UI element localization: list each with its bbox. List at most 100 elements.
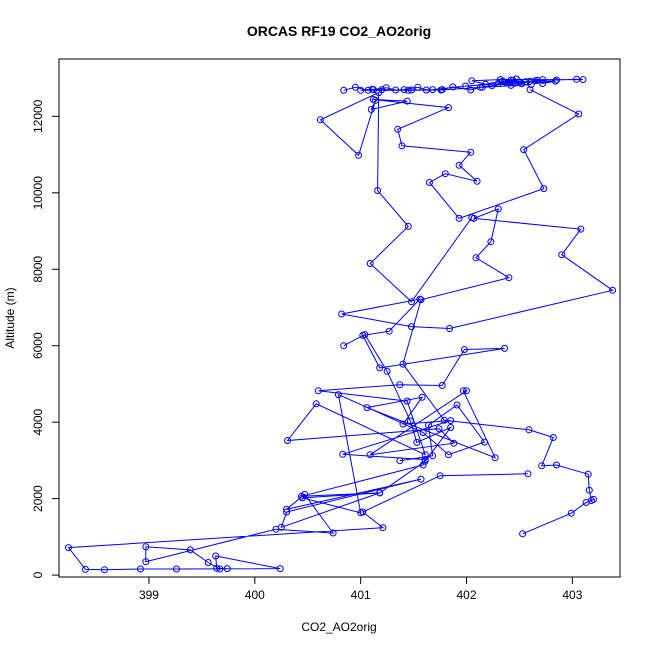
data-point <box>357 86 365 94</box>
data-point <box>363 404 371 412</box>
data-point <box>527 81 535 89</box>
data-point <box>82 565 89 573</box>
y-axis-label: Altitude (m) <box>3 287 17 348</box>
data-point <box>455 161 463 169</box>
data-point <box>487 238 495 246</box>
data-point <box>376 364 384 372</box>
data-point <box>173 565 180 573</box>
data-point <box>488 82 496 90</box>
data-point <box>366 260 374 267</box>
data-point <box>468 77 476 85</box>
data-point <box>441 170 449 178</box>
data-point <box>525 426 533 434</box>
data-point <box>468 214 476 222</box>
data-point <box>455 214 463 222</box>
data-point <box>445 104 452 112</box>
data-point <box>518 80 526 88</box>
data-point <box>101 566 108 574</box>
data-point <box>526 86 534 94</box>
data-point <box>585 486 593 494</box>
data-point <box>400 86 408 94</box>
data-point <box>382 84 390 92</box>
data-point <box>587 497 595 504</box>
data-point <box>416 295 424 303</box>
data-point <box>507 81 515 89</box>
data-point <box>445 451 452 459</box>
data-point <box>408 323 415 331</box>
series-line <box>319 89 580 303</box>
data-point <box>522 78 530 86</box>
data-point <box>424 421 432 429</box>
y-tick-label: 2000 <box>31 485 45 512</box>
y-tick-label: 10000 <box>31 176 45 210</box>
data-point <box>553 461 560 469</box>
plot-frame <box>58 58 621 578</box>
data-point <box>526 77 534 85</box>
data-point <box>453 401 461 409</box>
data-point <box>567 509 575 517</box>
data-point <box>414 83 422 91</box>
data-point <box>276 565 284 573</box>
data-point <box>460 346 468 353</box>
x-tick-label: 402 <box>457 588 477 602</box>
data-point <box>505 274 513 282</box>
data-point <box>204 559 212 566</box>
data-point <box>374 187 382 194</box>
data-point <box>417 475 425 483</box>
data-point <box>449 83 457 91</box>
x-axis-label: CO2_AO2orig <box>301 620 376 634</box>
data-point <box>501 78 509 86</box>
x-tick-label: 400 <box>245 588 265 602</box>
data-point <box>372 96 379 104</box>
data-point <box>398 142 406 150</box>
data-point <box>494 205 502 213</box>
data-point <box>392 86 400 94</box>
data-point <box>459 387 467 395</box>
data-point <box>396 457 404 465</box>
data-point <box>494 80 502 87</box>
data-point <box>512 75 520 83</box>
data-point <box>316 116 324 124</box>
series-line <box>67 208 614 571</box>
data-point <box>364 86 372 94</box>
data-point <box>314 387 322 395</box>
data-point <box>338 310 346 318</box>
data-point <box>472 254 480 262</box>
data-point <box>212 552 220 560</box>
data-point <box>429 86 437 94</box>
data-point <box>355 151 363 159</box>
data-point <box>463 387 470 395</box>
data-point <box>519 530 527 538</box>
data-point <box>551 77 559 85</box>
data-point <box>539 76 547 84</box>
data-point <box>351 83 359 91</box>
data-point <box>312 400 320 408</box>
data-point <box>584 470 592 478</box>
data-point <box>417 296 425 304</box>
data-point <box>478 83 486 91</box>
data-point <box>408 86 415 94</box>
data-point <box>447 424 455 431</box>
data-point <box>539 80 547 87</box>
data-point <box>404 86 412 94</box>
data-point <box>396 381 404 389</box>
data-point <box>538 462 546 470</box>
x-tick-label: 399 <box>139 588 159 602</box>
data-point <box>507 76 515 84</box>
data-point <box>436 472 444 480</box>
y-tick-label: 4000 <box>31 409 45 436</box>
data-point <box>142 558 150 566</box>
data-point <box>467 86 475 94</box>
y-tick-label: 0 <box>31 571 45 578</box>
data-point <box>501 344 509 352</box>
data-point <box>549 434 557 441</box>
data-point <box>577 225 585 233</box>
data-point <box>385 327 393 335</box>
data-point <box>558 251 566 259</box>
data-point <box>467 148 475 156</box>
data-point <box>213 564 221 572</box>
data-point <box>418 393 426 401</box>
data-point <box>272 525 280 533</box>
data-point <box>403 97 411 105</box>
